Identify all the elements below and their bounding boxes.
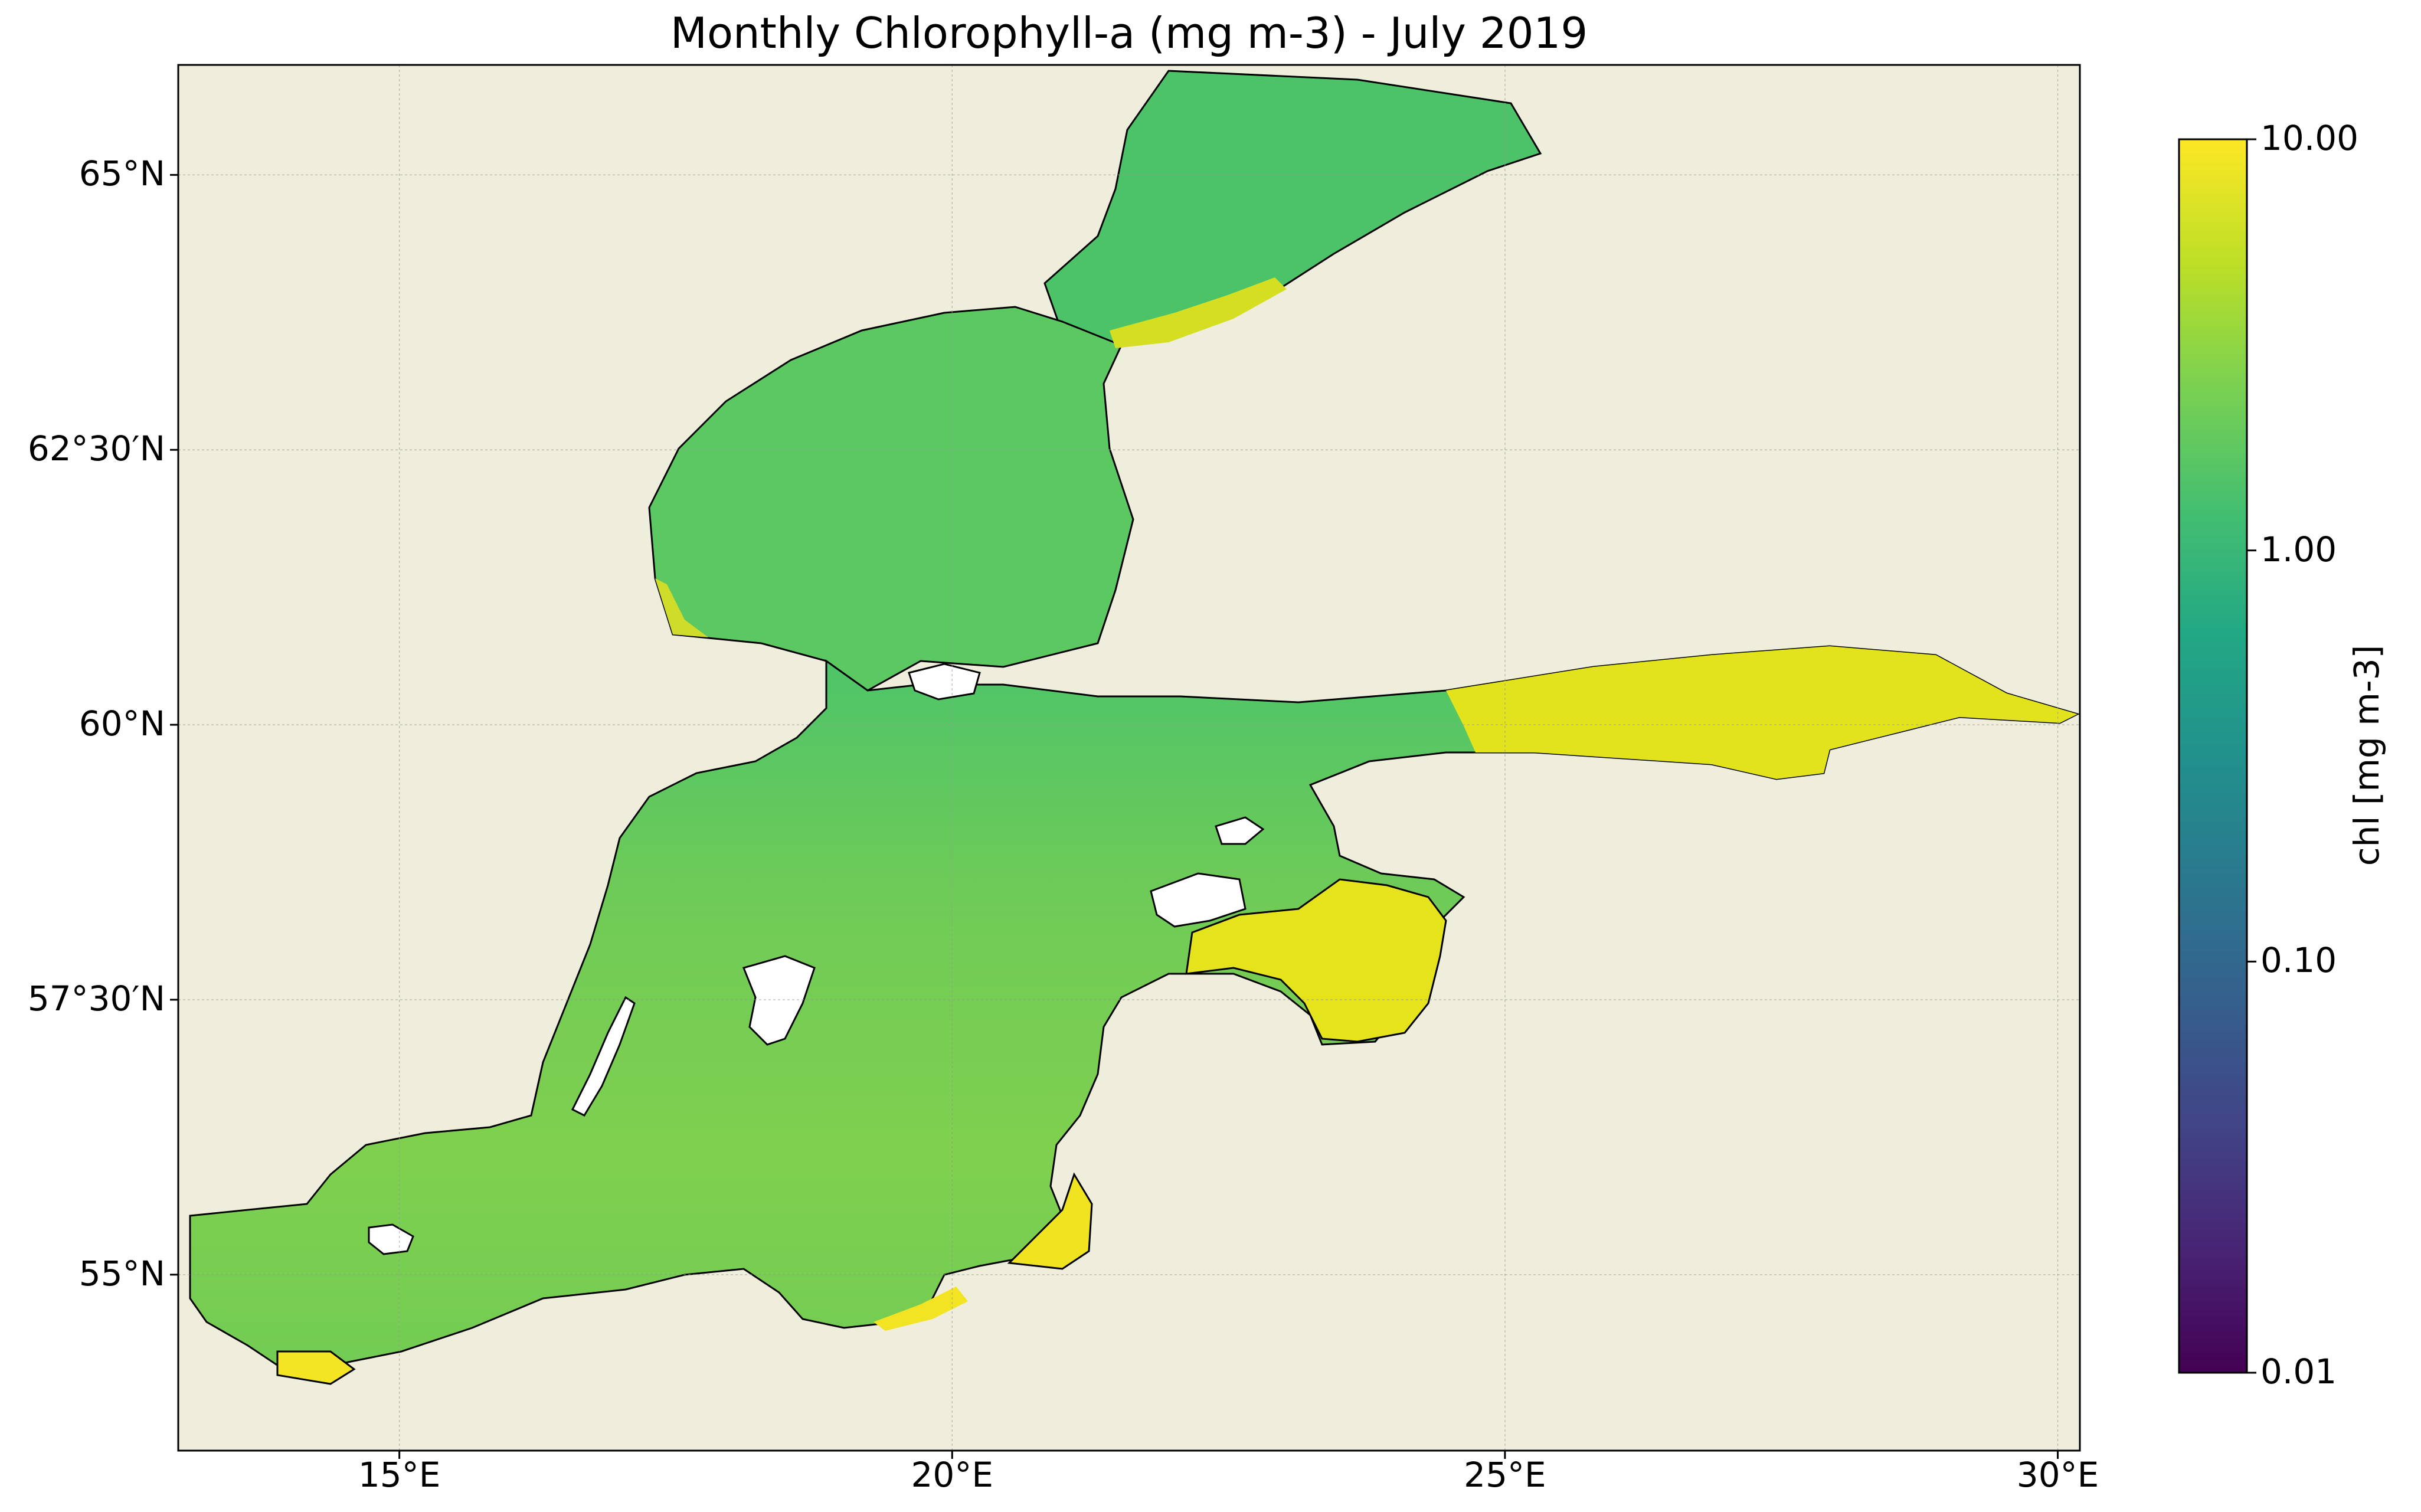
colorbar-ticks — [2247, 138, 2256, 1374]
west-bothnian-fringe — [655, 578, 708, 637]
bothnian-coast-fringe — [1110, 277, 1287, 348]
lon-tick-label: 30°E — [2016, 1455, 2099, 1495]
island-bornholm — [368, 1223, 414, 1255]
island-oland — [571, 996, 636, 1117]
lon-tick-label: 25°E — [1464, 1455, 1546, 1495]
island-saaremaa — [1150, 872, 1247, 928]
gulf-of-finland — [1446, 646, 2078, 779]
colorbar-tick-label: 0.10 — [2260, 940, 2337, 981]
colorbar-gradient — [2178, 138, 2248, 1374]
gdansk-coastal — [873, 1287, 968, 1331]
lat-tick-label: 60°N — [78, 703, 165, 744]
colorbar-tick-label: 1.00 — [2260, 529, 2337, 570]
curonian-lagoon — [1007, 1172, 1093, 1270]
map-title: Monthly Chlorophyll-a (mg m-3) - July 20… — [670, 8, 1588, 58]
lon-tick-label: 20°E — [911, 1455, 993, 1495]
map-frame — [177, 64, 2081, 1452]
colorbar-title: chl [mg m-3] — [2347, 644, 2387, 866]
island-aland — [908, 663, 981, 701]
lat-tick-label: 55°N — [78, 1253, 165, 1294]
island-gotland — [742, 955, 816, 1046]
gridlines — [178, 65, 2080, 1451]
szczecin-lagoon — [276, 1350, 356, 1385]
lat-tick-label: 57°30′N — [27, 978, 165, 1019]
sea-layer — [189, 70, 2080, 1385]
lat-tick-label: 65°N — [78, 153, 165, 194]
colorbar-tick-label: 0.01 — [2260, 1351, 2337, 1392]
bothnian-sea — [648, 306, 1134, 692]
island-hiiumaa — [1215, 816, 1265, 845]
gulf-of-riga — [1185, 878, 1447, 1043]
axis-ticks — [170, 174, 2059, 1459]
lon-tick-label: 15°E — [358, 1455, 441, 1495]
lat-tick-label: 62°30′N — [27, 428, 165, 469]
colorbar-tick-label: 10.00 — [2260, 118, 2359, 158]
